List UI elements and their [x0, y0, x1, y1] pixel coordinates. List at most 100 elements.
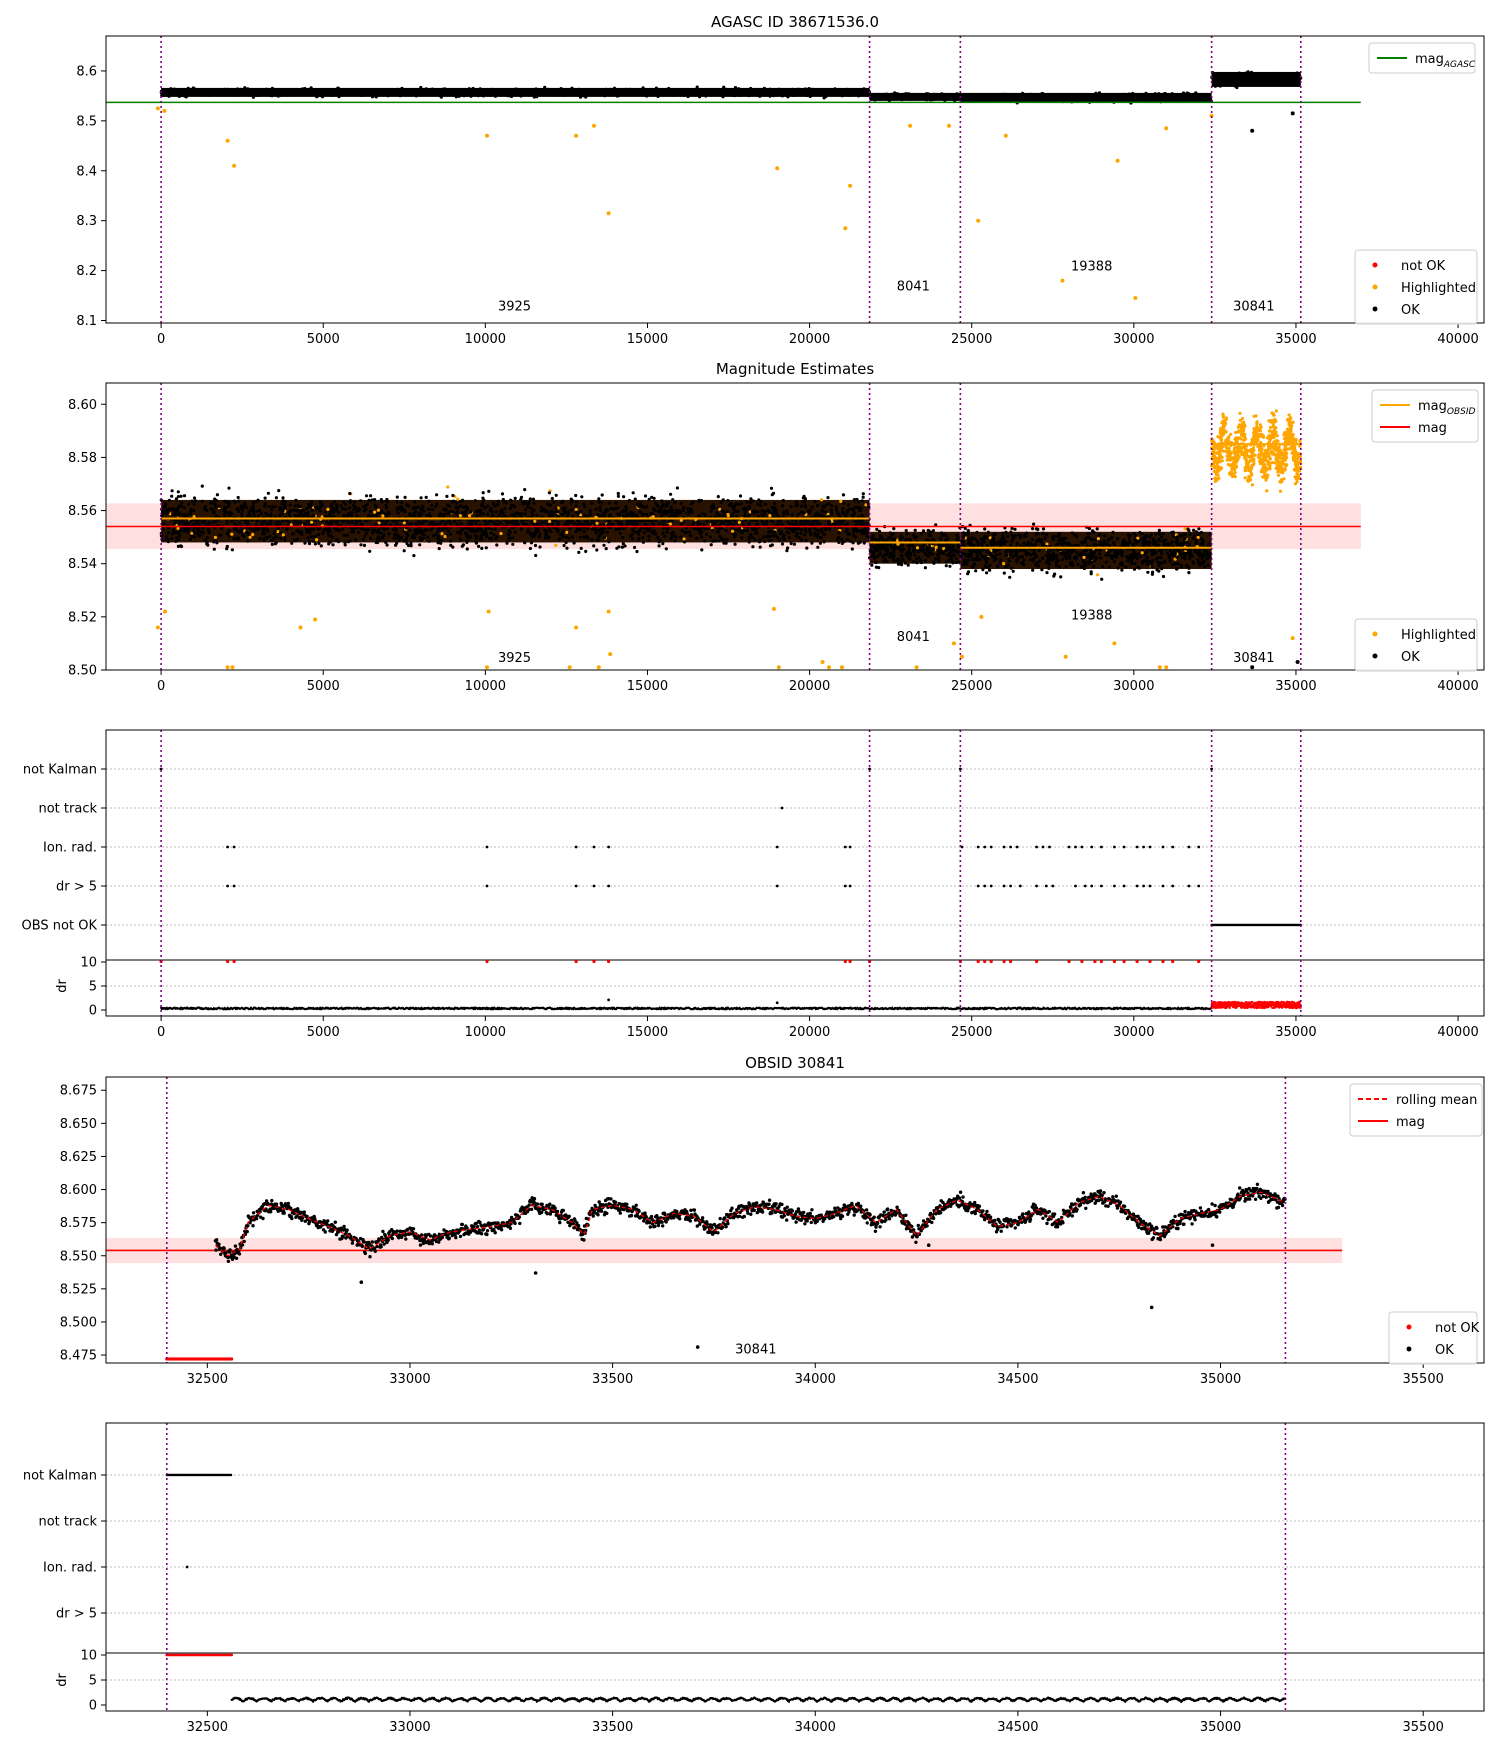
ok-point	[442, 512, 446, 517]
ok-point	[584, 94, 588, 98]
ok-point	[631, 512, 636, 516]
ok-point	[348, 491, 352, 496]
ok-point	[834, 507, 839, 511]
ok-point	[219, 91, 223, 95]
ok-point	[937, 559, 941, 564]
ok-point	[950, 96, 954, 100]
ok-point	[430, 507, 434, 512]
ok-point	[822, 89, 827, 93]
ok-point	[506, 93, 510, 98]
ok-point	[1194, 91, 1198, 95]
ok-point	[1042, 93, 1047, 98]
ok-point	[412, 554, 416, 558]
ok-point	[275, 535, 279, 539]
ok-point	[200, 499, 204, 503]
ok-point	[211, 507, 215, 511]
ok-point	[368, 536, 373, 541]
ok-point	[883, 558, 887, 562]
ok-point	[1296, 82, 1300, 86]
ok-point	[554, 493, 558, 497]
ok-point	[1235, 80, 1239, 84]
ok-point	[504, 89, 508, 93]
ok-point	[881, 92, 886, 96]
ok-point	[337, 95, 341, 99]
ok-point	[574, 504, 579, 508]
ok-point	[320, 503, 325, 507]
ok-point	[731, 90, 735, 94]
ok-point	[799, 519, 804, 523]
chart-title: AGASC ID 38671536.0	[711, 13, 879, 31]
ok-point	[845, 527, 849, 532]
ok-point	[739, 501, 744, 505]
ok-point	[260, 89, 264, 93]
plot-area	[106, 409, 1361, 670]
ok-point	[787, 531, 791, 535]
ok-point	[799, 538, 804, 542]
ok-point	[978, 93, 982, 97]
ok-point	[799, 504, 804, 508]
ok-point	[770, 505, 774, 509]
ok-point	[319, 94, 323, 98]
ok-point	[897, 95, 901, 99]
ok-point	[336, 528, 341, 532]
ok-point	[389, 88, 393, 92]
ok-point	[722, 85, 726, 89]
highlighted-point	[775, 166, 780, 171]
ok-point	[544, 93, 548, 97]
ok-point	[921, 529, 926, 533]
ok-point	[659, 507, 663, 512]
ok-point	[615, 94, 620, 98]
ok-point	[291, 532, 295, 536]
ok-point	[431, 89, 435, 93]
ok-point	[519, 527, 523, 531]
ok-point	[641, 519, 645, 523]
ok-point	[707, 91, 711, 95]
ok-point	[851, 541, 855, 545]
ok-point	[1038, 98, 1042, 103]
ok-point	[419, 538, 423, 542]
ok-point	[367, 528, 371, 532]
ok-point	[763, 539, 767, 544]
ok-point	[481, 491, 485, 495]
ok-point	[756, 510, 760, 514]
ok-point	[427, 507, 431, 511]
ok-point	[1280, 77, 1284, 82]
ok-point	[460, 511, 465, 515]
ok-point	[493, 94, 498, 98]
ok-point	[790, 513, 795, 517]
ok-point	[587, 91, 591, 95]
ok-point	[357, 507, 361, 511]
ok-point	[802, 500, 806, 504]
x-tick-label: 0	[157, 332, 165, 347]
ok-point	[803, 92, 807, 97]
ok-point	[621, 536, 625, 540]
ok-point	[593, 90, 597, 95]
ok-point	[470, 91, 474, 95]
ok-point	[1167, 96, 1171, 100]
highlighted-point	[947, 123, 951, 128]
ok-point	[905, 532, 909, 536]
ok-point	[574, 493, 578, 498]
ok-point	[347, 506, 351, 510]
ok-point	[413, 536, 417, 540]
ok-point	[940, 531, 944, 535]
ok-point	[607, 501, 611, 505]
ok-point	[1205, 94, 1209, 98]
ok-point	[409, 541, 413, 546]
ok-point	[827, 502, 831, 506]
ok-point	[1276, 82, 1280, 86]
ok-point	[188, 512, 192, 516]
ok-point	[192, 530, 196, 534]
ok-point	[746, 514, 750, 519]
ok-point	[750, 90, 754, 94]
ok-point	[223, 92, 227, 96]
ok-point	[539, 509, 544, 513]
ok-point	[674, 508, 679, 512]
ok-point	[351, 92, 356, 96]
ok-point	[257, 90, 261, 94]
ok-point	[489, 519, 493, 523]
ok-point	[969, 94, 973, 99]
ok-point	[325, 520, 329, 524]
ok-point	[729, 501, 733, 505]
